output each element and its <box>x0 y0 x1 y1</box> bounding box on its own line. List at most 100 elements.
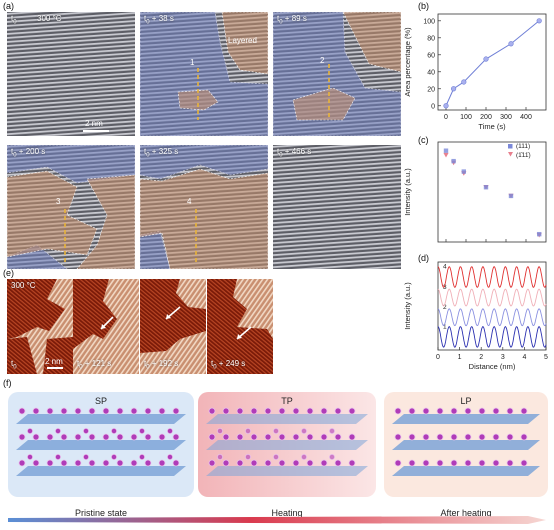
profile-label: 3 <box>443 284 447 291</box>
panel-label-c: (c) <box>418 135 429 145</box>
atom <box>32 433 40 441</box>
atom <box>292 459 300 467</box>
tem-tile-time: t0 <box>11 14 17 26</box>
tem-tile-time: t0 + 466 s <box>277 147 312 159</box>
simulation-tile-3: t0 + 192 s <box>140 279 206 374</box>
profile-label: 1 <box>443 324 447 331</box>
stage-caption: Heating <box>271 508 302 518</box>
atom <box>408 459 416 467</box>
simulation-tile-2: t0 + 121 s <box>73 279 139 374</box>
legend-marker <box>508 152 513 157</box>
atom <box>348 407 356 415</box>
atom <box>116 407 124 415</box>
atom <box>172 459 180 467</box>
tem-tile-time: t0 + 38 s <box>144 14 174 26</box>
stage-title: SP <box>95 396 107 406</box>
scale-bar <box>83 130 109 132</box>
crystal-layer <box>392 440 540 450</box>
atom <box>329 428 335 434</box>
atom <box>520 459 528 467</box>
atom <box>27 454 33 460</box>
atom <box>506 459 514 467</box>
atom <box>492 459 500 467</box>
plot-frame <box>437 261 547 351</box>
panel-label-b: (b) <box>418 1 429 11</box>
profile-line-1 <box>437 325 547 348</box>
crystal-layer <box>206 440 368 450</box>
profile-line-4 <box>437 266 547 288</box>
atom <box>334 433 342 441</box>
atom <box>394 459 402 467</box>
atom <box>264 407 272 415</box>
atom <box>18 407 26 415</box>
region-label: Layered <box>228 36 257 45</box>
atom <box>306 459 314 467</box>
y-axis-label: Intensity (a.u.) <box>403 168 412 216</box>
atom <box>158 459 166 467</box>
y-tick-label: 0 <box>431 103 435 110</box>
schematic-svg: SP Pristine state TP Heating LP After heating <box>8 392 548 524</box>
atom <box>422 433 430 441</box>
atom <box>18 459 26 467</box>
plot-frame <box>437 13 547 111</box>
panel-label-f: (f) <box>3 378 12 388</box>
atom <box>306 407 314 415</box>
data-point-square <box>443 148 449 153</box>
atom <box>422 407 430 415</box>
scale-bar <box>47 367 63 369</box>
tem-tile-3: t0 + 89 s 2 <box>273 12 401 136</box>
atom <box>217 454 223 460</box>
data-point <box>508 41 514 47</box>
data-point <box>450 86 457 92</box>
profile-marker: 2 <box>320 56 325 65</box>
x-tick-label: 3 <box>501 354 505 361</box>
atom <box>264 433 272 441</box>
atom <box>208 407 216 415</box>
profile-marker: 1 <box>190 58 195 67</box>
atom <box>32 407 40 415</box>
simulation-time: t0 + 121 s <box>77 359 112 371</box>
data-point-triangle <box>443 152 449 158</box>
atom <box>394 407 402 415</box>
atom <box>334 459 342 467</box>
atom <box>60 459 68 467</box>
atom <box>102 459 110 467</box>
x-tick-label: 200 <box>480 114 492 121</box>
atom <box>250 459 258 467</box>
temperature-label: 300 °C <box>37 14 62 23</box>
y-tick-label: 100 <box>423 18 435 25</box>
atom <box>18 433 26 441</box>
atom <box>278 407 286 415</box>
atom <box>130 459 138 467</box>
atom <box>408 433 416 441</box>
data-point-square <box>451 158 456 164</box>
atom <box>408 407 416 415</box>
data-point-square <box>537 231 542 237</box>
atom <box>158 407 166 415</box>
atom <box>464 459 472 467</box>
atom <box>334 407 342 415</box>
x-tick-label: 2 <box>479 354 483 361</box>
atom <box>506 407 514 415</box>
crystal-layer <box>206 414 368 424</box>
panel-label-a: (a) <box>3 1 14 11</box>
atom <box>46 433 54 441</box>
y-axis-label: Intensity (a.u.) <box>403 282 412 330</box>
profile-label: 2 <box>443 304 447 311</box>
atom <box>144 407 152 415</box>
atom <box>158 433 166 441</box>
chart-c-intensity: Intensity (a.u.) (111) (1̄11̄) <box>403 141 547 243</box>
atom <box>245 454 251 460</box>
atom <box>116 459 124 467</box>
atom <box>88 459 96 467</box>
atom <box>436 459 444 467</box>
atom <box>278 433 286 441</box>
atom <box>320 407 328 415</box>
atom <box>273 454 279 460</box>
scale-bar-label: 2 nm <box>85 119 103 128</box>
atom <box>450 433 458 441</box>
atom <box>172 433 180 441</box>
x-axis-label: Distance (nm) <box>469 362 516 371</box>
tem-tile-4: t0 + 200 s 3 <box>7 145 135 269</box>
atom <box>506 433 514 441</box>
